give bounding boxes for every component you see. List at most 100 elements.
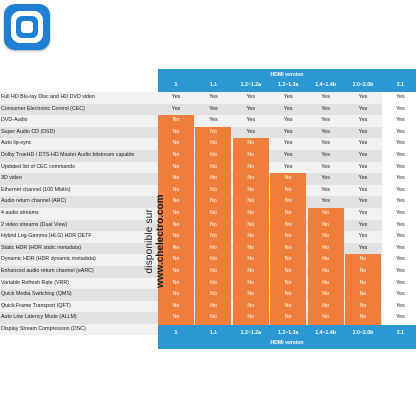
value-cell: No: [158, 254, 194, 266]
value-cell: No: [158, 277, 194, 290]
feature-label: Hybrid Log-Gamma (HLG) HDR OETF: [1, 233, 92, 240]
value-cell: Yes: [358, 140, 368, 147]
value-cell: No: [195, 312, 232, 324]
value-cell: No: [195, 300, 232, 313]
value-cell: Yes: [382, 184, 416, 197]
value-cell: Yes: [246, 105, 256, 112]
table-row: Dolby TrueHD / DTS-HD Master Audio bitst…: [0, 149, 416, 162]
value-cell: Yes: [321, 186, 330, 193]
table-row: 2 video streams (Dual View) No No No No No Yes…: [0, 219, 416, 232]
value-cell: No: [270, 242, 307, 255]
footer-version-5: 2.0~2.0b: [352, 330, 374, 336]
header-version-6: 2.1: [396, 82, 404, 88]
value-cell: Yes: [382, 149, 416, 162]
value-cell: Yes: [321, 140, 330, 147]
header-version-5: 2.0~2.0b: [352, 82, 374, 88]
value-cell: No: [195, 277, 232, 290]
value-cell: No: [195, 161, 232, 174]
table-row: Static HDR (HDR static metadata) No No No No…: [0, 242, 416, 255]
value-cell: Yes: [321, 105, 330, 112]
value-cell: Yes: [209, 94, 218, 100]
table-footer: 1 1.1 1.2~1.2a 1.3~1.3a 1.4~1.4b 2.0~2.0b 2.1 …: [158, 325, 416, 349]
value-cell: No: [307, 254, 344, 266]
value-cell: No: [270, 219, 307, 232]
value-cell: No: [232, 219, 269, 232]
value-cell: Yes: [358, 94, 368, 100]
value-cell: Yes: [358, 186, 368, 193]
feature-label: Consumer Electronic Control (CEC): [1, 105, 85, 112]
feature-label: Dynamic HDR (HDR dynamic metadata): [1, 256, 96, 263]
value-cell: Yes: [358, 221, 368, 228]
table-row: Super Audio CD (DSD) No No Yes Yes Yes Yes Yes: [0, 126, 416, 139]
value-cell: Yes: [283, 128, 293, 135]
value-cell: Yes: [358, 128, 368, 135]
comparison-table: Full HD Blu-ray Disc and HD DVD video Yes…: [0, 92, 416, 336]
value-cell: Yes: [358, 117, 368, 124]
feature-label: 2 video streams (Dual View): [1, 221, 68, 228]
value-cell: No: [232, 161, 269, 174]
value-cell: No: [270, 207, 307, 220]
table-row: DVD-Audio No Yes Yes Yes Yes Yes Yes: [0, 115, 416, 127]
value-cell: No: [195, 231, 232, 243]
value-cell: No: [307, 312, 344, 324]
table-row: Dynamic HDR (HDR dynamic metadata) No No No…: [0, 254, 416, 266]
table-row: Variable Refresh Rate (VRR) No No No No No No Y…: [0, 277, 416, 290]
table-row: 3D video No No No No Yes Yes Yes: [0, 173, 416, 185]
feature-label: Updated list of CEC commands: [1, 163, 75, 170]
header-version-0: 1: [174, 82, 178, 88]
value-cell: No: [270, 277, 307, 290]
value-cell: No: [158, 289, 194, 301]
value-cell: No: [270, 254, 307, 266]
value-cell: Yes: [382, 207, 416, 220]
value-cell: Yes: [358, 163, 368, 170]
value-cell: No: [345, 312, 381, 324]
table-row: 4 audio streams No No No No No Yes Yes: [0, 207, 416, 220]
value-cell: No: [345, 289, 381, 301]
value-cell: No: [195, 254, 232, 266]
header-version-4: 1.4~1.4b: [315, 82, 336, 88]
value-cell: No: [232, 231, 269, 243]
table-header: HDMI version 1 1.1 1.2~1.2a 1.3~1.3a 1.4~1.4…: [158, 69, 416, 92]
value-cell: No: [232, 254, 269, 266]
footer-title: HDMI version: [270, 340, 304, 346]
value-cell: No: [158, 265, 194, 278]
footer-version-4: 1.4~1.4b: [315, 330, 336, 336]
value-cell: Yes: [283, 163, 293, 170]
value-cell: No: [195, 207, 232, 220]
value-cell: No: [307, 289, 344, 301]
value-cell: No: [270, 312, 307, 324]
value-cell: No: [270, 173, 307, 185]
value-cell: No: [195, 219, 232, 232]
value-cell: No: [232, 138, 269, 150]
footer-version-0: 1: [174, 330, 178, 336]
value-cell: No: [158, 161, 194, 174]
value-cell: No: [232, 312, 269, 324]
value-cell: Yes: [171, 105, 181, 112]
table-row: Auto Low Latency Mode (ALLM) No No No No No No…: [0, 312, 416, 324]
value-cell: Yes: [246, 128, 256, 135]
value-cell: No: [232, 184, 269, 197]
feature-label: Super Audio CD (DSD): [1, 128, 56, 135]
value-cell: Yes: [358, 233, 368, 240]
value-cell: Yes: [382, 242, 416, 255]
value-cell: No: [307, 219, 344, 232]
value-cell: Yes: [358, 198, 368, 205]
footer-version-2: 1.2~1.2a: [240, 330, 261, 336]
feature-label: Variable Refresh Rate (VRR): [1, 279, 69, 286]
value-cell: Yes: [321, 94, 330, 100]
value-cell: Yes: [358, 105, 368, 112]
table-row: Updated list of CEC commands No No No Yes Yes…: [0, 161, 416, 174]
value-cell: Yes: [209, 105, 218, 112]
value-cell: Yes: [382, 300, 416, 313]
value-cell: No: [158, 231, 194, 243]
value-cell: Yes: [382, 254, 416, 266]
value-cell: No: [195, 184, 232, 197]
value-cell: No: [307, 207, 344, 220]
value-cell: Yes: [382, 312, 416, 324]
table-row: Audio return channel (ARC) No No No No Yes Yes…: [0, 196, 416, 208]
feature-label: Display Stream Compression (DSC): [1, 325, 86, 332]
value-cell: No: [158, 196, 194, 208]
footer-version-6: 2.1: [396, 330, 404, 336]
value-cell: Yes: [209, 117, 218, 124]
value-cell: No: [270, 196, 307, 208]
